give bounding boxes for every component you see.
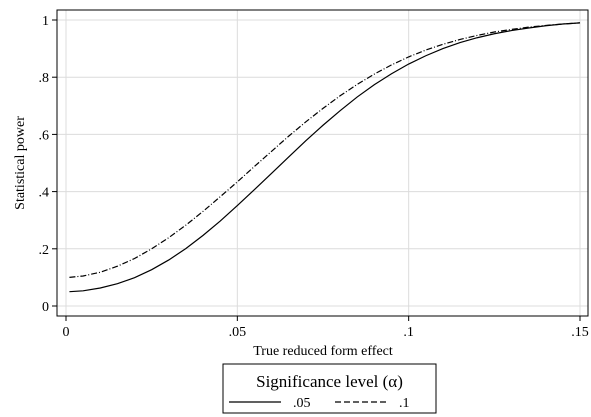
y-tick-label: .4 (39, 186, 50, 201)
axes: 0 .2 .4 .6 .8 1 0 .05 .1 .15 (39, 14, 589, 340)
y-axis-title: Statistical power (13, 116, 28, 210)
y-tick-label: 0 (42, 300, 49, 315)
legend-label: .1 (399, 396, 410, 411)
y-tick-label: .6 (39, 128, 50, 143)
plot-area-frame (56, 9, 589, 317)
legend-items: .05 .1 (229, 396, 410, 411)
x-tick-label: .15 (571, 325, 589, 340)
y-tick-label: .2 (39, 243, 50, 258)
y-tick-label: .8 (39, 71, 50, 86)
x-tick-label: 0 (63, 325, 70, 340)
x-tick-label: .1 (403, 325, 414, 340)
legend-box (222, 363, 437, 414)
series-line-alpha-1 (69, 22, 581, 278)
x-tick-label: .05 (229, 325, 247, 340)
x-axis-title: True reduced form effect (253, 344, 393, 359)
legend: Significance level (α) .05 .1 (222, 363, 437, 414)
legend-title: Significance level (α) (256, 372, 403, 391)
legend-label: .05 (293, 396, 311, 411)
series-line-alpha-05 (69, 22, 581, 293)
series-lines (69, 22, 581, 293)
grid-lines (57, 10, 588, 316)
y-tick-label: 1 (42, 14, 49, 29)
